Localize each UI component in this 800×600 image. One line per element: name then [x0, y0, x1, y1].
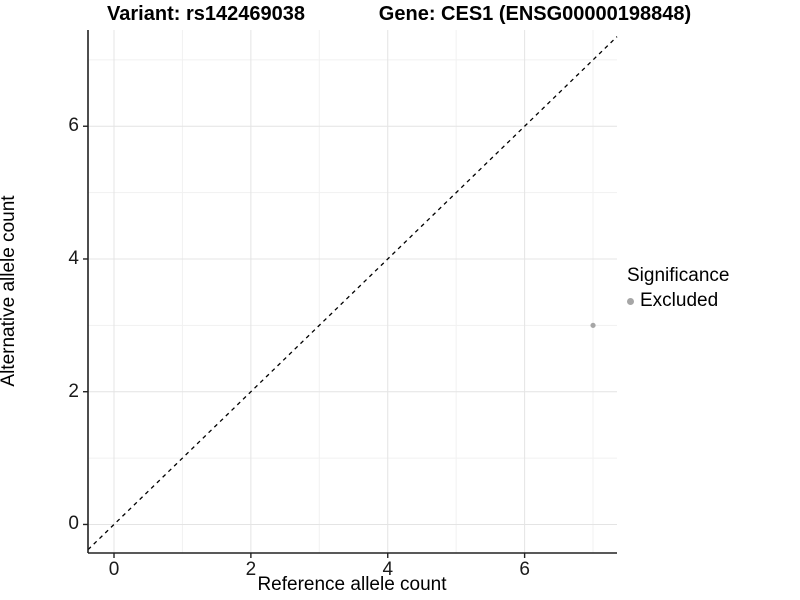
legend-item-label: Excluded	[640, 290, 719, 311]
y-tick-label: 6	[68, 115, 79, 137]
x-tick-label: 4	[382, 559, 394, 580]
y-tick-label: 4	[68, 247, 79, 269]
y-tick-label: 0	[68, 513, 79, 535]
legend-items: Excluded	[627, 290, 729, 312]
legend: Significance Excluded	[627, 265, 729, 312]
x-tick-label: 6	[519, 559, 530, 580]
legend-title: Significance	[627, 265, 730, 286]
legend-item: Excluded	[627, 290, 729, 312]
identity-reference-line	[87, 36, 618, 551]
data-point	[590, 322, 596, 328]
y-tick-label: 2	[68, 380, 79, 402]
plot-title-variant: Variant: rs142469038	[107, 3, 305, 25]
x-tick-label: 0	[108, 559, 120, 580]
x-tick-label: 2	[245, 559, 257, 580]
legend-key-dot-icon	[627, 297, 634, 305]
y-axis-title: Alternative allele count	[0, 195, 19, 387]
plot-title-gene: Gene: CES1 (ENSG00000198848)	[378, 3, 692, 25]
x-axis-title: Reference allele count	[257, 574, 447, 595]
